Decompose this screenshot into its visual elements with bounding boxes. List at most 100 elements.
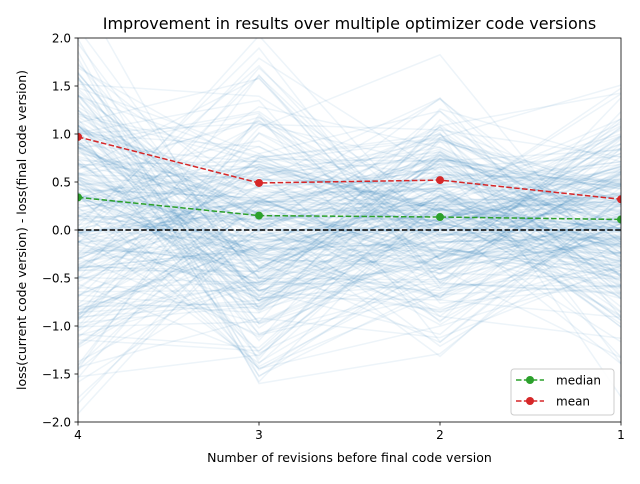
run-line xyxy=(78,176,621,358)
run-line xyxy=(78,87,621,212)
run-line xyxy=(78,204,621,311)
run-line xyxy=(78,222,621,308)
run-line xyxy=(78,154,621,225)
run-line xyxy=(78,101,621,251)
y-tick-label: 2.0 xyxy=(52,32,71,46)
run-line xyxy=(78,120,621,268)
run-line xyxy=(78,158,621,323)
run-line xyxy=(78,144,621,210)
run-line xyxy=(78,173,621,277)
run-line xyxy=(78,53,621,327)
run-line xyxy=(78,92,621,298)
run-line xyxy=(78,97,621,261)
run-line xyxy=(78,123,621,265)
run-line xyxy=(78,116,621,322)
run-line xyxy=(78,73,621,364)
run-line xyxy=(78,72,621,281)
run-line xyxy=(78,170,621,312)
run-line xyxy=(78,115,621,206)
run-line xyxy=(78,146,621,359)
run-line xyxy=(78,64,621,358)
run-line xyxy=(78,205,621,332)
run-line xyxy=(78,226,621,311)
run-line xyxy=(78,109,621,280)
run-line xyxy=(78,106,621,216)
run-line xyxy=(78,194,621,302)
run-line xyxy=(78,169,621,246)
run-line xyxy=(78,173,621,349)
run-line xyxy=(78,175,621,241)
x-axis-label: Number of revisions before final code ve… xyxy=(207,450,492,465)
run-line xyxy=(78,172,621,271)
run-line xyxy=(78,141,621,270)
run-line xyxy=(78,83,621,270)
run-line xyxy=(78,229,621,399)
run-line xyxy=(78,76,621,284)
run-line xyxy=(78,155,621,221)
run-line xyxy=(78,127,621,276)
run-line xyxy=(78,118,621,328)
run-line xyxy=(78,213,621,317)
run-line xyxy=(78,116,621,251)
legend-mean-label: mean xyxy=(556,395,590,409)
run-line xyxy=(78,133,621,293)
run-line xyxy=(78,222,621,255)
run-line xyxy=(78,179,621,236)
mean-point xyxy=(255,178,263,187)
run-line xyxy=(78,105,621,231)
run-line xyxy=(78,234,621,320)
run-line xyxy=(78,153,621,345)
run-line xyxy=(78,109,621,289)
run-line xyxy=(78,195,621,353)
run-line xyxy=(78,134,621,278)
run-line xyxy=(78,168,621,226)
run-line xyxy=(78,38,621,238)
run-line xyxy=(78,74,621,255)
run-line xyxy=(78,119,621,232)
run-line xyxy=(78,159,621,287)
run-line xyxy=(78,124,621,284)
run-line xyxy=(78,137,621,256)
run-line xyxy=(78,230,621,319)
run-line xyxy=(78,165,621,315)
run-line xyxy=(78,264,621,313)
run-line xyxy=(78,132,621,227)
run-line xyxy=(78,143,621,234)
run-line xyxy=(78,212,621,269)
run-line xyxy=(78,186,621,257)
run-line xyxy=(78,171,621,339)
run-line xyxy=(78,126,621,197)
run-line xyxy=(78,94,621,269)
run-line xyxy=(78,135,621,253)
run-line xyxy=(78,170,621,309)
run-line xyxy=(78,226,621,310)
run-line xyxy=(78,215,621,415)
run-line xyxy=(78,43,621,284)
run-line xyxy=(78,47,621,294)
run-line xyxy=(78,163,621,295)
run-line xyxy=(78,113,621,328)
run-line xyxy=(78,171,621,280)
run-line xyxy=(105,38,621,311)
run-line xyxy=(78,200,621,239)
run-line xyxy=(78,124,621,249)
run-line xyxy=(78,176,621,268)
run-line xyxy=(78,182,621,204)
y-tick-label: −1.5 xyxy=(42,368,71,382)
y-tick-label: −2.0 xyxy=(42,416,71,430)
run-line xyxy=(78,152,621,253)
run-line xyxy=(78,203,621,383)
run-line xyxy=(78,223,621,308)
run-line xyxy=(78,177,621,316)
run-line xyxy=(78,146,621,248)
x-tick-label: 4 xyxy=(74,428,82,442)
run-line xyxy=(78,155,621,280)
run-line xyxy=(78,94,621,325)
run-line xyxy=(78,145,621,244)
run-line xyxy=(78,116,621,222)
run-line xyxy=(78,151,621,269)
run-line xyxy=(78,177,621,298)
y-tick-label: 0.0 xyxy=(52,224,71,238)
run-line xyxy=(78,97,621,318)
run-line xyxy=(78,209,621,315)
